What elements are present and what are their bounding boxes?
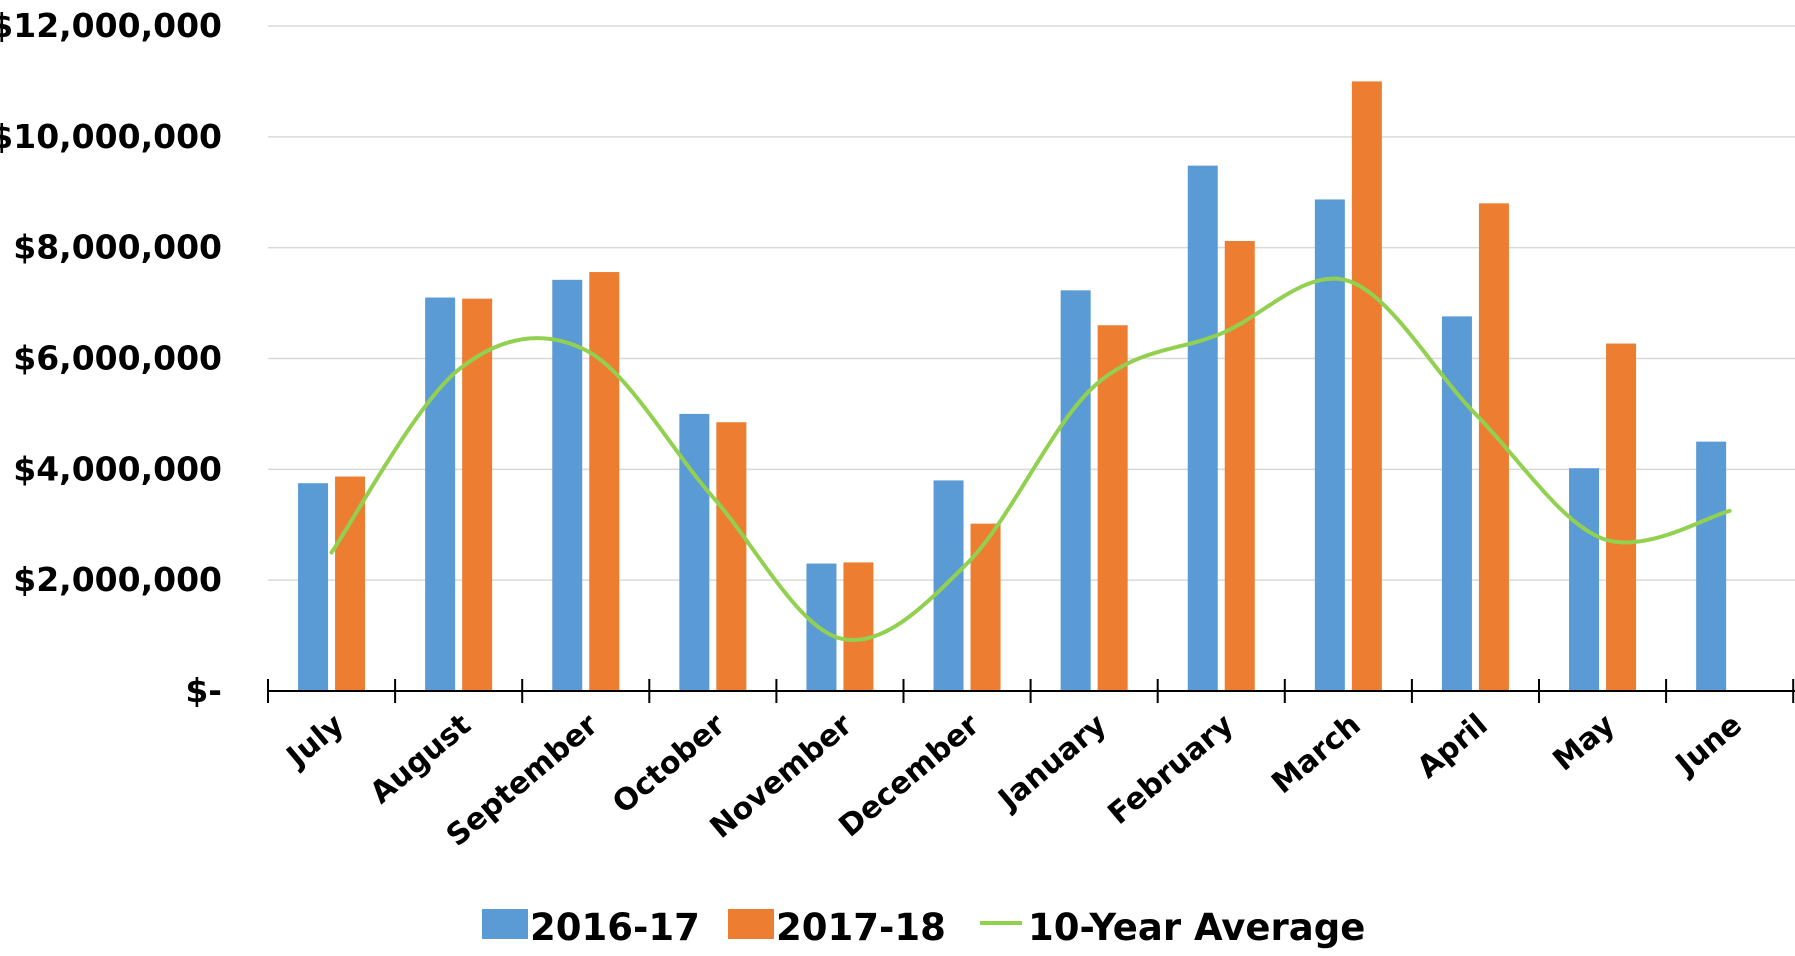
bar-2016-17-june [1696, 441, 1727, 691]
x-tick-label-october: October [606, 707, 732, 821]
legend-swatch-2017-18 [728, 909, 774, 939]
x-tick-label-january: January [991, 707, 1114, 818]
x-tick-label-april: April [1411, 707, 1495, 785]
x-tick-label-march: March [1265, 707, 1367, 801]
x-tick-label-may: May [1547, 707, 1622, 778]
bar-2017-18-december [970, 523, 1001, 691]
bar-2017-18-february [1224, 241, 1255, 691]
x-tick-label-june: June [1668, 707, 1749, 783]
x-axis [267, 679, 1795, 703]
legend-label-2016-17: 2016-17 [530, 906, 700, 949]
y-axis-ticks: $- $2,000,000 $4,000,000 $6,000,000 $8,000,0… [0, 6, 222, 710]
legend-label-2017-18: 2017-18 [776, 906, 946, 949]
y-tick-label: $- [185, 671, 222, 710]
bar-2016-17-february [1187, 165, 1218, 691]
bar-2016-17-december [933, 480, 964, 691]
bar-2017-18-march [1351, 81, 1382, 691]
bar-2017-18-may [1606, 343, 1637, 691]
x-tick-label-february: February [1102, 707, 1241, 832]
gridlines [268, 25, 1795, 581]
x-tick-label-july: July [279, 707, 351, 775]
bar-2017-18-november [843, 562, 874, 691]
y-tick-label: $12,000,000 [0, 6, 222, 45]
legend-swatch-2016-17 [482, 909, 528, 939]
x-tick-label-august: August [364, 707, 478, 811]
bar-2017-18-october [716, 422, 747, 691]
average-line-group [329, 276, 1732, 642]
bar-2016-17-august [425, 297, 456, 691]
bar-2016-17-january [1060, 290, 1091, 691]
bar-2017-18-july [335, 476, 366, 691]
bar-2016-17-april [1441, 316, 1472, 691]
line-10-year-average [329, 276, 1732, 642]
y-tick-label: $10,000,000 [0, 117, 222, 156]
y-tick-label: $6,000,000 [13, 339, 222, 378]
bar-2016-17-march [1314, 199, 1345, 691]
bar-2016-17-july [298, 483, 329, 691]
bar-2016-17-october [679, 413, 710, 691]
y-tick-label: $8,000,000 [13, 228, 222, 267]
bar-2016-17-may [1569, 468, 1600, 691]
legend-label-10-year-average: 10-Year Average [1028, 906, 1365, 949]
bars [298, 81, 1727, 692]
y-tick-label: $4,000,000 [13, 449, 222, 488]
legend: 2016-17 2017-18 10-Year Average [482, 906, 1365, 949]
bar-2017-18-january [1097, 325, 1128, 691]
bar-2017-18-september [589, 272, 620, 691]
y-tick-label: $2,000,000 [13, 560, 222, 599]
x-tick-label-december: December [832, 707, 986, 844]
x-tick-label-november: November [704, 707, 860, 845]
